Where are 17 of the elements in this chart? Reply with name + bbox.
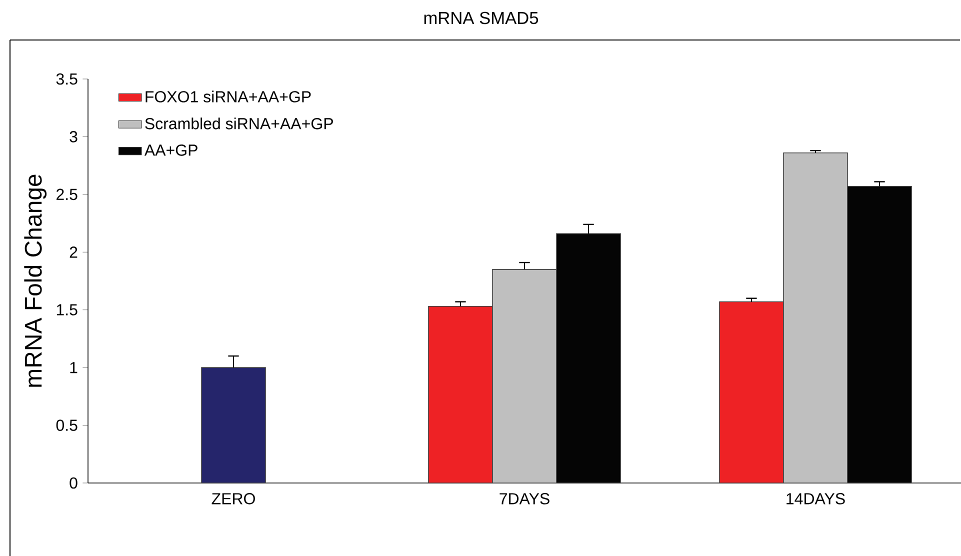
y-tick-label: 1.5 — [56, 304, 78, 316]
x-tick-label: 14DAYS — [786, 493, 845, 504]
chart-title: mRNA SMAD5 — [424, 12, 538, 24]
legend-label: FOXO1 siRNA+AA+GP — [146, 90, 311, 102]
y-tick-label: 0 — [70, 477, 78, 489]
x-tick-label: ZERO — [212, 493, 255, 504]
y-tick-label: 0.5 — [56, 420, 78, 431]
y-tick-label: 3 — [70, 131, 78, 142]
bar — [201, 367, 266, 484]
y-tick-label: 3.5 — [56, 73, 78, 85]
y-axis-title: mRNA Fold Change — [24, 174, 47, 387]
x-tick-label: 7DAYS — [500, 493, 550, 504]
legend-label: Scrambled siRNA+AA+GP — [145, 118, 333, 130]
y-tick-label: 2.5 — [56, 188, 78, 200]
legend-label: AA+GP — [144, 144, 198, 156]
y-tick-label: 1 — [70, 362, 78, 374]
y-tick-label: 2 — [70, 246, 78, 258]
